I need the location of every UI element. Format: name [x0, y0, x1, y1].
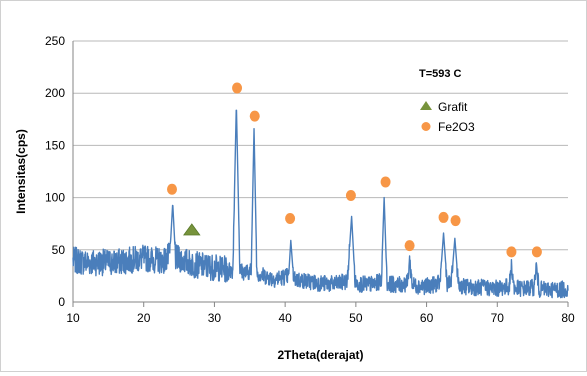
- x-tick-label: 40: [278, 311, 292, 325]
- x-tick-label: 70: [491, 311, 505, 325]
- fe2o3-marker: [345, 190, 356, 202]
- temperature-annotation: T=593 C: [419, 68, 462, 80]
- legend-fe2o3-swatch: [421, 122, 431, 131]
- x-tick-label: 10: [66, 311, 80, 325]
- fe2o3-marker: [531, 246, 542, 258]
- fe2o3-marker: [450, 215, 461, 227]
- y-tick-label: 100: [45, 191, 65, 205]
- x-tick-label: 20: [137, 311, 151, 325]
- x-tick-label: 60: [420, 311, 434, 325]
- fe2o3-marker: [404, 240, 415, 252]
- legend: Grafit Fe2O3: [420, 100, 475, 134]
- y-tick-label: 200: [45, 86, 65, 100]
- fe2o3-marker: [249, 110, 260, 122]
- y-tick-label: 150: [45, 138, 65, 152]
- fe2o3-marker: [438, 211, 449, 223]
- y-tick-label: 50: [52, 243, 66, 257]
- series-layer: [72, 109, 569, 299]
- fe2o3-marker: [380, 176, 391, 188]
- x-tick-label: 80: [561, 311, 575, 325]
- x-tick-label: 50: [349, 311, 363, 325]
- marker-layer: [167, 82, 542, 258]
- fe2o3-marker: [285, 212, 296, 224]
- xrd-series-line: [72, 109, 569, 299]
- legend-grafit-swatch: [420, 101, 432, 110]
- grafit-marker: [183, 223, 201, 236]
- y-axis-label: Intensitas(cps): [14, 129, 28, 214]
- x-axis-label: 2Theta(derajat): [277, 348, 363, 362]
- fe2o3-marker: [232, 82, 243, 94]
- x-tick-label: 30: [208, 311, 222, 325]
- axes: 0 50 100 150 200 250 10 20 30 40 50 60 70 80: [45, 34, 575, 325]
- fe2o3-marker: [506, 246, 517, 258]
- legend-label: Fe2O3: [438, 120, 475, 134]
- legend-label: Grafit: [438, 100, 468, 114]
- y-tick-label: 0: [58, 295, 65, 309]
- y-tick-label: 250: [45, 34, 65, 48]
- fe2o3-marker: [167, 183, 177, 195]
